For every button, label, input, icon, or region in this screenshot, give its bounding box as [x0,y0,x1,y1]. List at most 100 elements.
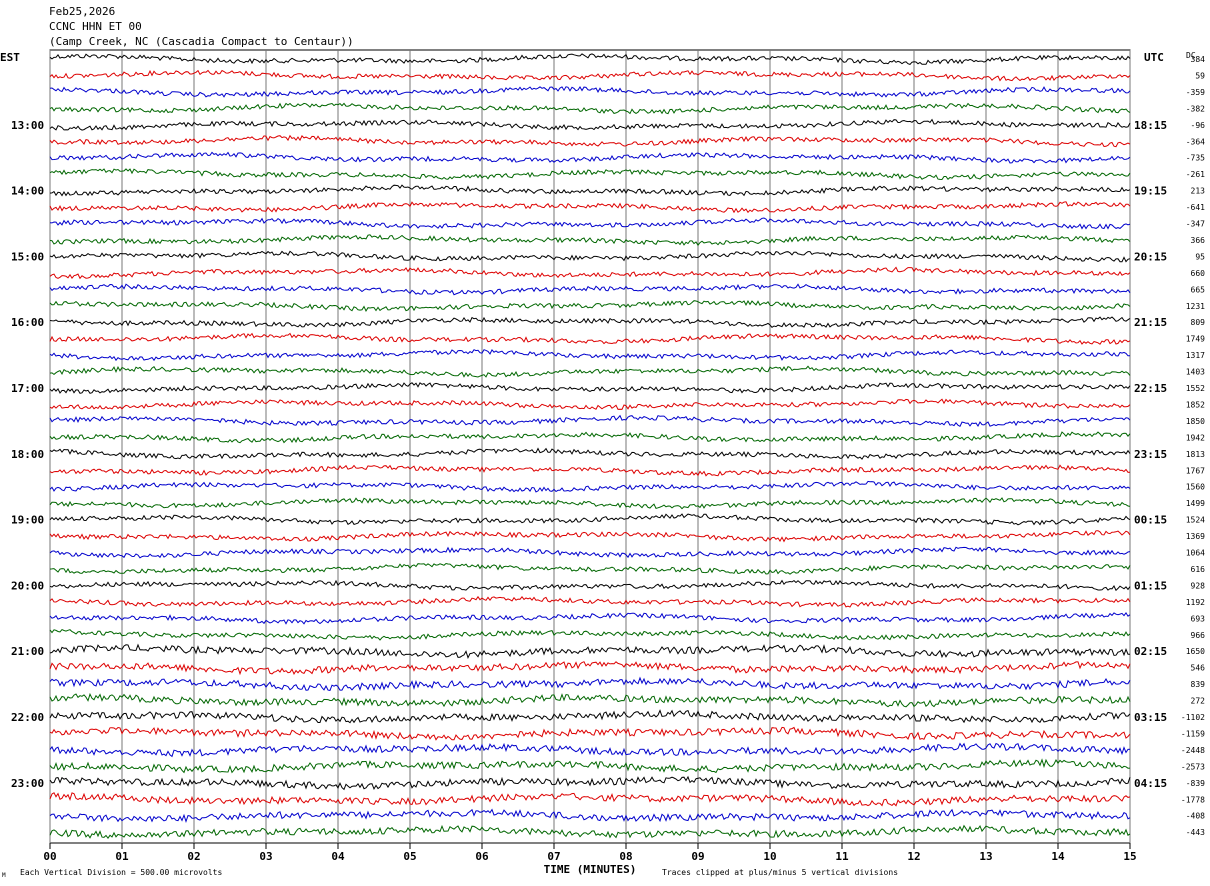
seismic-trace [49,643,1130,660]
dc-offset-label: 1560 [1186,483,1205,492]
dc-offset-label: 384 [1191,55,1206,64]
dc-offset-label: 1192 [1186,598,1205,607]
x-axis-label: TIME (MINUTES) [544,863,637,876]
utc-hour-label: 03:15 [1134,711,1167,724]
est-hour-label: 23:00 [11,777,44,790]
seismic-trace [49,102,1131,115]
dc-offset-label: -2448 [1181,746,1205,755]
utc-hour-label: 20:15 [1134,250,1167,263]
dc-offset-label: 1942 [1186,433,1205,442]
seismic-trace [49,201,1131,214]
seismic-trace [49,464,1131,477]
seismic-trace [49,382,1131,394]
dc-offset-label: -261 [1186,170,1205,179]
seismic-trace [49,184,1131,197]
seismic-trace [49,792,1131,807]
utc-hour-label: 01:15 [1134,579,1167,592]
x-tick-label: 05 [403,850,416,863]
dc-offset-label: -1102 [1181,713,1205,722]
scale-note: Each Vertical Division = 500.00 microvol… [20,868,222,877]
utc-hour-label: 00:15 [1134,514,1167,527]
utc-hour-label: 04:15 [1134,777,1167,790]
dc-offset-label: 660 [1191,269,1206,278]
x-tick-label: 14 [1051,850,1065,863]
seismic-trace [49,579,1131,592]
dc-offset-label: 616 [1191,565,1206,574]
dc-offset-label: -443 [1186,828,1205,837]
dc-offset-label: 1231 [1186,302,1205,311]
dc-offset-label: -359 [1186,88,1205,97]
seismic-trace [49,447,1131,460]
est-hour-label: 21:00 [11,645,44,658]
dc-offset-label: -2573 [1181,762,1205,771]
utc-hour-label: 18:15 [1134,119,1167,132]
dc-offset-label: 1813 [1186,450,1205,459]
dc-offset-label: 1499 [1186,499,1205,508]
dc-offset-label: -382 [1186,104,1205,113]
seismic-trace [49,299,1131,312]
left-axis-label: EST [0,51,20,64]
seismic-trace [49,217,1131,230]
dc-offset-label: 966 [1191,631,1206,640]
dc-offset-label: 839 [1191,680,1206,689]
dc-offset-label: 928 [1191,581,1206,590]
dc-offset-label: 59 [1195,71,1205,80]
dc-label: DC [1186,51,1196,60]
dc-offset-label: 546 [1191,664,1206,673]
right-axis-label: UTC [1144,51,1164,64]
dc-offset-label: 1552 [1186,384,1205,393]
x-tick-label: 15 [1123,850,1136,863]
seismic-trace [49,726,1131,741]
seismic-trace [49,628,1131,641]
x-tick-label: 13 [979,850,992,863]
est-hour-label: 19:00 [11,514,44,527]
est-hour-label: 22:00 [11,711,44,724]
utc-hour-label: 21:15 [1134,316,1167,329]
x-tick-label: 07 [547,850,560,863]
seismic-trace [49,266,1131,280]
seismic-trace [49,513,1131,526]
seismic-trace [49,86,1131,98]
est-hour-label: 15:00 [11,250,44,263]
dc-offset-label: -96 [1191,121,1206,130]
dc-offset-label: 1650 [1186,647,1205,656]
est-hour-label: 16:00 [11,316,44,329]
seismic-trace [49,612,1131,625]
seismic-trace [49,530,1131,543]
dc-offset-label: 213 [1191,187,1206,196]
x-tick-label: 00 [43,850,56,863]
dc-offset-label: 1403 [1186,368,1205,377]
est-hour-label: 14:00 [11,185,44,198]
seismic-trace [49,497,1131,510]
dc-offset-label: 95 [1195,252,1205,261]
x-tick-label: 06 [475,850,489,863]
dc-offset-label: -1778 [1181,795,1205,804]
seismic-trace [49,349,1130,362]
x-tick-label: 01 [115,850,129,863]
utc-hour-label: 19:15 [1134,185,1167,198]
seismic-trace [49,595,1131,608]
seismic-trace [49,332,1131,345]
seismic-trace [49,118,1131,131]
dc-offset-label: -408 [1186,812,1205,821]
seismic-trace [49,134,1131,148]
dc-offset-label: -735 [1186,154,1205,163]
utc-hour-label: 22:15 [1134,382,1167,395]
dc-offset-label: 665 [1191,285,1206,294]
seismic-trace [49,692,1131,708]
seismic-trace [49,69,1131,82]
seismic-trace [49,480,1131,493]
dc-offset-label: 1749 [1186,335,1205,344]
seismic-trace [49,168,1131,181]
x-tick-label: 08 [619,850,632,863]
seismic-trace [49,546,1131,559]
seismic-trace [49,676,1131,692]
seismic-trace [49,709,1131,724]
seismic-trace [49,431,1131,444]
seismic-trace [49,414,1131,427]
seismic-trace [49,808,1131,823]
dc-offset-label: -347 [1186,220,1205,229]
station-location: (Camp Creek, NC (Cascadia Compact to Cen… [49,35,354,48]
dc-offset-label: 1369 [1186,532,1205,541]
dc-offset-label: 1317 [1186,351,1205,360]
